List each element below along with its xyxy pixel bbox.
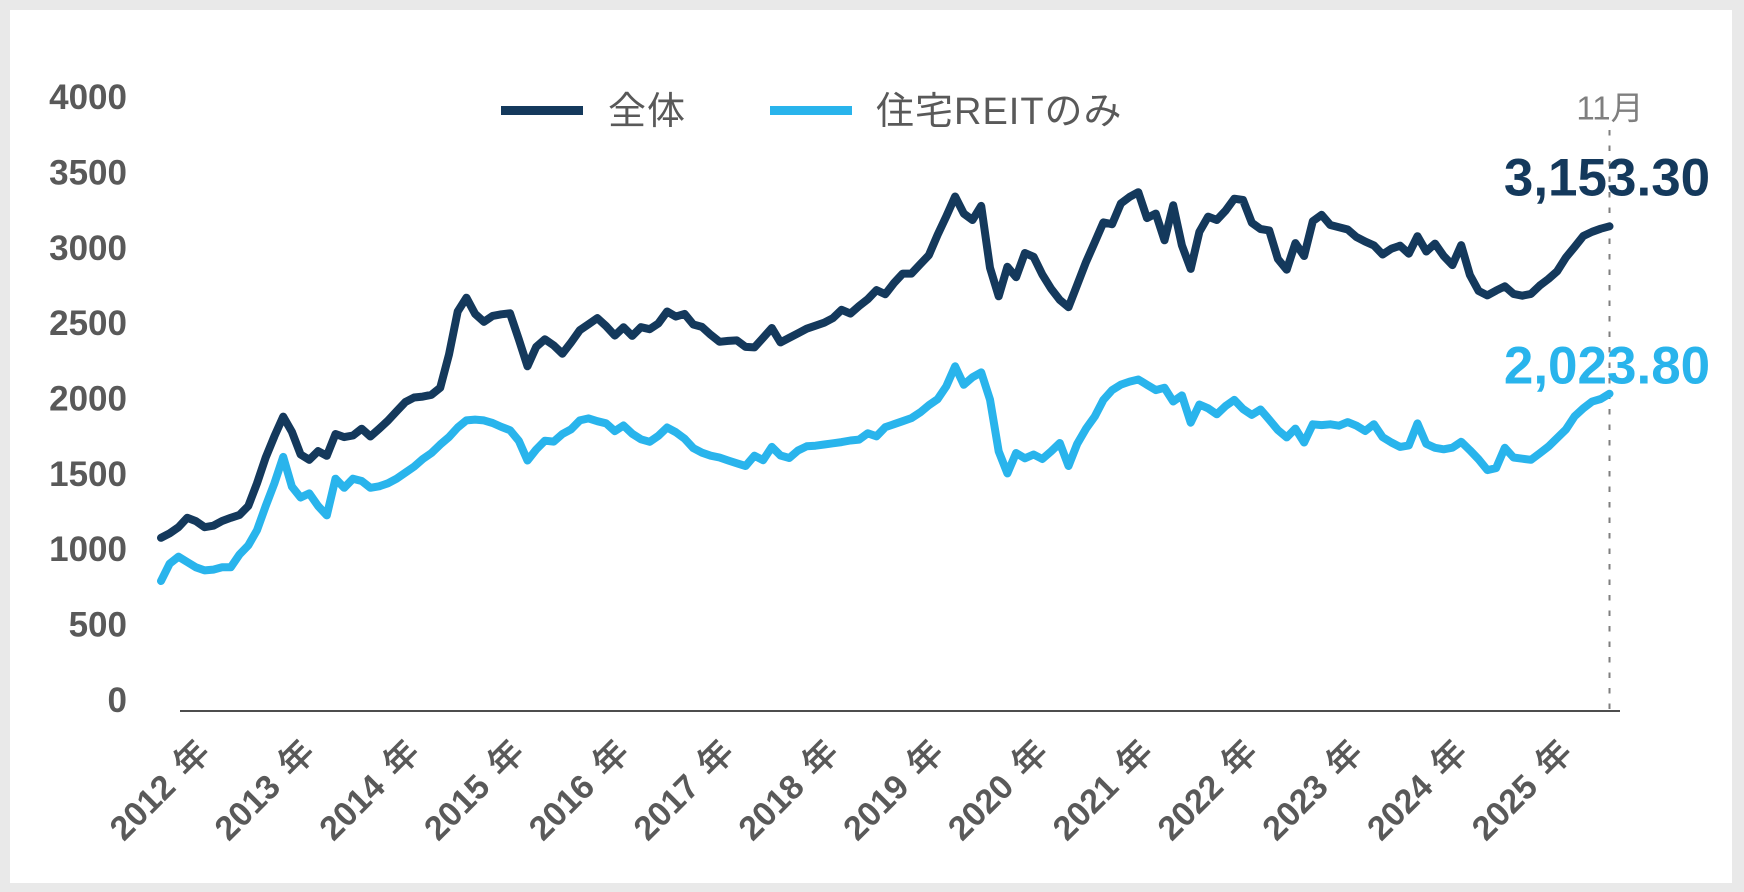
svg-text:4000: 4000 <box>49 78 127 117</box>
svg-text:2024 年: 2024 年 <box>1360 733 1475 848</box>
svg-text:2015 年: 2015 年 <box>417 733 532 848</box>
svg-text:3500: 3500 <box>49 154 127 193</box>
svg-text:2020 年: 2020 年 <box>941 733 1056 848</box>
svg-text:500: 500 <box>69 606 127 645</box>
svg-text:2017 年: 2017 年 <box>627 733 742 848</box>
svg-text:2019 年: 2019 年 <box>836 733 951 848</box>
svg-text:2014 年: 2014 年 <box>312 733 427 848</box>
svg-text:2022 年: 2022 年 <box>1150 733 1265 848</box>
svg-text:3,153.30: 3,153.30 <box>1504 149 1710 208</box>
svg-text:2023 年: 2023 年 <box>1255 733 1370 848</box>
svg-text:2000: 2000 <box>49 380 127 419</box>
svg-text:1000: 1000 <box>49 530 127 569</box>
svg-text:2025 年: 2025 年 <box>1465 733 1580 848</box>
svg-text:11月: 11月 <box>1576 90 1643 127</box>
svg-text:0: 0 <box>108 681 127 720</box>
svg-text:2500: 2500 <box>49 304 127 343</box>
svg-text:住宅REITのみ: 住宅REITのみ <box>876 91 1123 133</box>
svg-text:2021 年: 2021 年 <box>1046 733 1161 848</box>
svg-text:2013 年: 2013 年 <box>207 733 322 848</box>
svg-text:2016 年: 2016 年 <box>522 733 637 848</box>
svg-text:全体: 全体 <box>608 91 686 133</box>
svg-text:2,023.80: 2,023.80 <box>1504 337 1710 396</box>
svg-text:3000: 3000 <box>49 229 127 268</box>
svg-text:2012 年: 2012 年 <box>103 733 218 848</box>
svg-text:2018 年: 2018 年 <box>731 733 846 848</box>
svg-text:1500: 1500 <box>49 455 127 494</box>
